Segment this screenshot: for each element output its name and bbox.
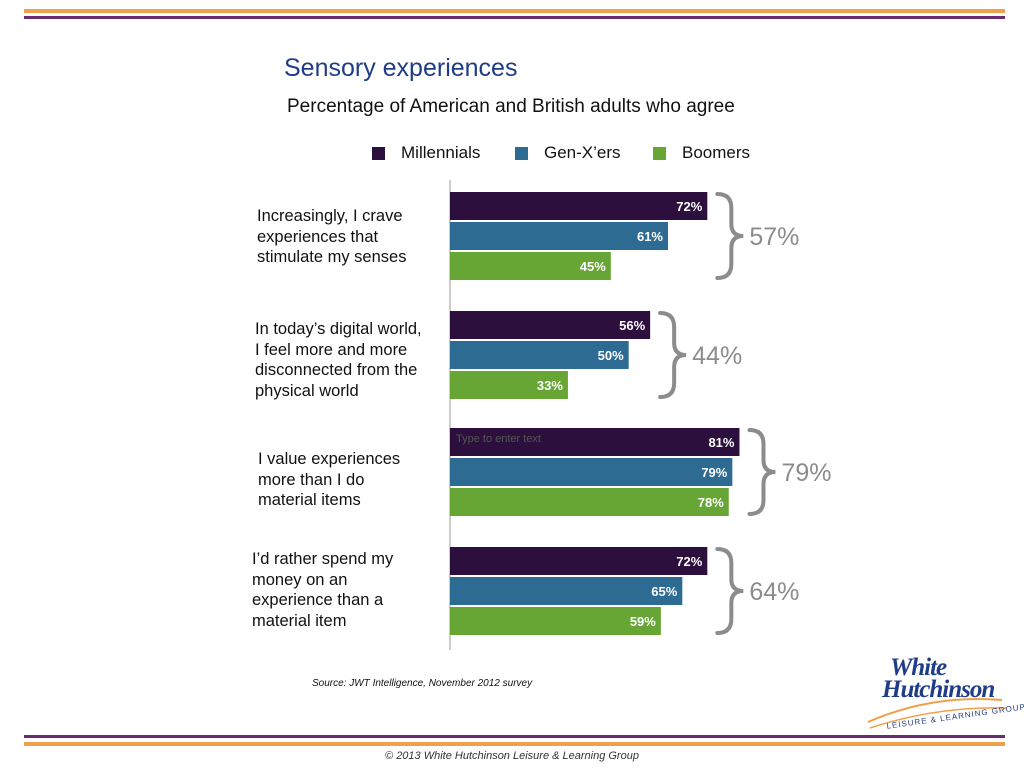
group-brace-4 xyxy=(715,547,744,635)
logo: White Hutchinson LEISURE & LEARNING GROU… xyxy=(862,654,1024,732)
data-label-genx-1: 61% xyxy=(637,229,663,244)
data-label-millennials-3: 81% xyxy=(708,435,734,450)
category-label-line: experience than a xyxy=(252,591,384,609)
legend-item-millennials: Millennials xyxy=(372,143,480,163)
top-rule-orange xyxy=(24,9,1005,13)
data-label-millennials-2: 56% xyxy=(619,318,645,333)
category-label-line: money on an xyxy=(252,570,348,589)
bar-genx-2 xyxy=(450,341,629,369)
category-label-line: I value experiences xyxy=(258,450,401,468)
category-label-line: material items xyxy=(258,491,361,509)
data-label-millennials-1: 72% xyxy=(676,199,702,214)
group-total-3: 79% xyxy=(781,459,831,487)
data-label-boomers-2: 33% xyxy=(537,378,563,393)
category-label-line: experiences that xyxy=(257,227,379,246)
category-label-line: disconnected from the xyxy=(255,361,418,379)
data-label-genx-2: 50% xyxy=(598,348,624,363)
group-brace-3 xyxy=(747,428,776,516)
chart-title: Sensory experiences xyxy=(284,54,518,82)
footer-copyright: © 2013 White Hutchinson Leisure & Learni… xyxy=(385,750,639,762)
category-label-line: material item xyxy=(252,611,347,630)
bar-boomers-1 xyxy=(450,252,611,280)
legend-label-boomers: Boomers xyxy=(682,143,751,162)
bar-millennials-2 xyxy=(450,311,651,339)
legend-label-genx: Gen-X’ers xyxy=(544,143,621,162)
legend-item-boomers: Boomers xyxy=(653,143,750,163)
bar-genx-3 xyxy=(450,458,733,486)
bar-genx-4 xyxy=(450,577,683,605)
legend-swatch-boomers xyxy=(653,146,666,160)
data-label-boomers-4: 59% xyxy=(630,614,656,629)
bar-boomers-2 xyxy=(450,371,568,399)
category-label-line: I feel more and more xyxy=(255,340,408,359)
bar-millennials-3 xyxy=(450,428,740,456)
placeholder-textbox[interactable]: Type to enter text xyxy=(456,433,541,445)
logo-line-1: White xyxy=(890,654,947,681)
bar-boomers-3 xyxy=(450,488,729,516)
category-label-line: I’d rather spend my xyxy=(252,550,394,568)
category-label-1: Increasingly, I crave experiences that s… xyxy=(257,206,447,268)
group-total-4: 64% xyxy=(749,578,799,606)
legend-item-genx: Gen-X’ers xyxy=(515,143,621,163)
category-label-line: In today’s digital world, xyxy=(255,320,422,338)
category-label-line: Increasingly, I crave xyxy=(257,207,403,225)
logo-swoosh-icon xyxy=(867,697,1007,729)
data-label-boomers-3: 78% xyxy=(698,495,724,510)
category-label-2: In today’s digital world, I feel more an… xyxy=(255,319,445,401)
category-label-3: I value experiences more than I do mater… xyxy=(258,449,448,511)
category-label-4: I’d rather spend my money on an experien… xyxy=(252,549,442,631)
data-label-boomers-1: 45% xyxy=(580,259,606,274)
category-label-line: more than I do xyxy=(258,470,365,489)
data-label-genx-3: 79% xyxy=(701,465,727,480)
group-total-2: 44% xyxy=(692,342,742,370)
group-brace-2 xyxy=(658,311,687,399)
data-label-genx-4: 65% xyxy=(651,584,677,599)
bar-millennials-1 xyxy=(450,192,708,220)
chart-subtitle: Percentage of American and British adult… xyxy=(287,96,735,117)
category-label-line: stimulate my senses xyxy=(257,248,407,266)
bar-genx-1 xyxy=(450,222,669,250)
top-rule-purple xyxy=(24,16,1005,19)
bar-boomers-4 xyxy=(450,607,661,635)
group-brace-1 xyxy=(715,192,744,280)
bottom-rule-purple xyxy=(24,735,1005,738)
bar-millennials-4 xyxy=(450,547,708,575)
source-note: Source: JWT Intelligence, November 2012 … xyxy=(312,678,533,689)
group-total-1: 57% xyxy=(749,223,799,251)
data-label-millennials-4: 72% xyxy=(676,554,702,569)
bottom-rule-orange xyxy=(24,742,1005,746)
legend-swatch-millennials xyxy=(372,146,385,160)
legend-swatch-genx xyxy=(515,146,528,160)
legend-label-millennials: Millennials xyxy=(401,143,481,162)
category-label-line: physical world xyxy=(255,381,359,400)
